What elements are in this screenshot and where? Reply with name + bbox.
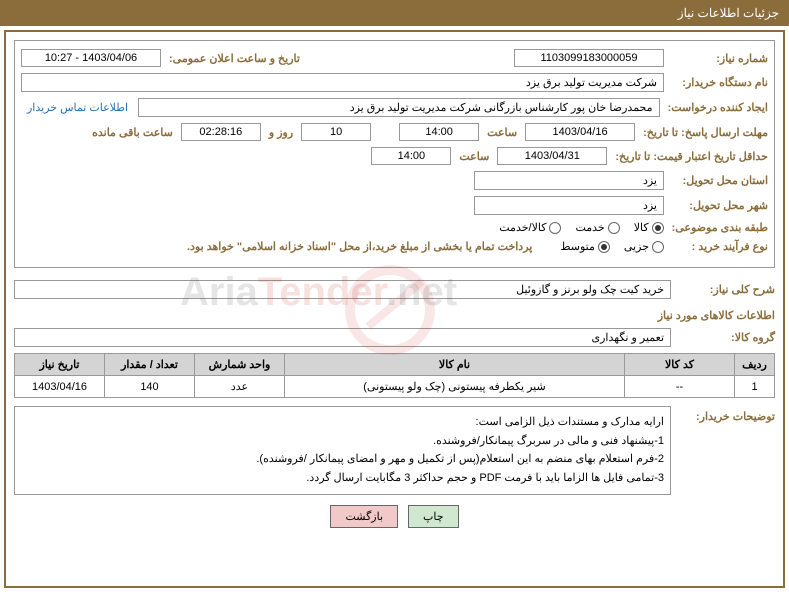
- items-section-heading: اطلاعات کالاهای مورد نیاز: [14, 309, 775, 322]
- td-date: 1403/04/16: [15, 376, 105, 398]
- remaining-time: 02:28:16: [181, 123, 261, 141]
- row-delivery-city: شهر محل تحویل: یزد: [21, 196, 768, 215]
- buyer-notes-label: توضیحات خریدار:: [675, 406, 775, 423]
- category-label: طبقه بندی موضوعی:: [668, 221, 768, 234]
- row-summary: شرح کلی نیاز: خرید کیت چک ولو برنز و گاز…: [14, 280, 775, 299]
- td-unit: عدد: [195, 376, 285, 398]
- row-purchase-type: نوع فرآیند خرید : جزیی متوسط پرداخت تمام…: [21, 240, 768, 253]
- category-radio-group: کالا خدمت کالا/خدمت: [499, 221, 663, 234]
- table-header-row: ردیف کد کالا نام کالا واحد شمارش تعداد /…: [15, 354, 775, 376]
- deadline-reply-label: مهلت ارسال پاسخ: تا تاریخ:: [639, 126, 768, 139]
- requester-label: ایجاد کننده درخواست:: [664, 101, 768, 114]
- row-item-group: گروه کالا: تعمیر و نگهداری: [14, 328, 775, 347]
- radio-partial[interactable]: جزیی: [624, 240, 664, 253]
- deadline-reply-time: 14:00: [399, 123, 479, 141]
- page-header: جزئیات اطلاعات نیاز: [0, 0, 789, 26]
- payment-note: پرداخت تمام یا بخشی از مبلغ خرید،از محل …: [187, 240, 532, 253]
- form-frame: شماره نیاز: 1103099183000059 تاریخ و ساع…: [14, 40, 775, 268]
- header-title: جزئیات اطلاعات نیاز: [678, 6, 779, 20]
- note-line: ارایه مدارک و مستندات ذیل الزامی است:: [21, 413, 664, 432]
- radio-service[interactable]: خدمت: [575, 221, 619, 234]
- purchase-radio-group: جزیی متوسط: [560, 240, 664, 253]
- delivery-province-label: استان محل تحویل:: [668, 174, 768, 187]
- price-validity-time: 14:00: [371, 147, 451, 165]
- row-delivery-province: استان محل تحویل: یزد: [21, 171, 768, 190]
- buyer-org-value: شرکت مدیریت تولید برق یزد: [21, 73, 664, 92]
- td-row: 1: [735, 376, 775, 398]
- th-name: نام کالا: [285, 354, 625, 376]
- delivery-province-value: یزد: [474, 171, 664, 190]
- row-requester: ایجاد کننده درخواست: محمدرضا خان پور کار…: [21, 98, 768, 117]
- row-need-number: شماره نیاز: 1103099183000059 تاریخ و ساع…: [21, 49, 768, 67]
- delivery-city-value: یزد: [474, 196, 664, 215]
- day-and-label: روز و: [265, 126, 297, 139]
- th-unit: واحد شمارش: [195, 354, 285, 376]
- purchase-type-label: نوع فرآیند خرید :: [668, 240, 768, 253]
- item-group-value: تعمیر و نگهداری: [14, 328, 671, 347]
- th-date: تاریخ نیاز: [15, 354, 105, 376]
- item-group-label: گروه کالا:: [675, 331, 775, 344]
- button-row: چاپ بازگشت: [14, 505, 775, 528]
- delivery-city-label: شهر محل تحویل:: [668, 199, 768, 212]
- td-code: --: [625, 376, 735, 398]
- row-price-validity: حداقل تاریخ اعتبار قیمت: تا تاریخ: 1403/…: [21, 147, 768, 165]
- outer-frame: شماره نیاز: 1103099183000059 تاریخ و ساع…: [4, 30, 785, 588]
- buyer-contact-link[interactable]: اطلاعات تماس خریدار: [21, 101, 134, 114]
- table-row: 1 -- شیر یکطرفه پیستونی (چک ولو پیستونی)…: [15, 376, 775, 398]
- radio-dot-icon: [652, 222, 664, 234]
- deadline-reply-date: 1403/04/16: [525, 123, 635, 141]
- radio-dot-icon: [598, 241, 610, 253]
- time-label-2: ساعت: [455, 150, 493, 163]
- note-line: 2-فرم استعلام بهای منضم به این استعلام(پ…: [21, 450, 664, 469]
- row-buyer-notes: توضیحات خریدار: ارایه مدارک و مستندات ذی…: [14, 406, 775, 495]
- need-number-label: شماره نیاز:: [668, 52, 768, 65]
- row-reply-deadline: مهلت ارسال پاسخ: تا تاریخ: 1403/04/16 سا…: [21, 123, 768, 141]
- radio-dot-icon: [549, 222, 561, 234]
- radio-goods[interactable]: کالا: [634, 221, 664, 234]
- td-qty: 140: [105, 376, 195, 398]
- th-row: ردیف: [735, 354, 775, 376]
- price-validity-label: حداقل تاریخ اعتبار قیمت: تا تاریخ:: [611, 150, 768, 163]
- row-category: طبقه بندی موضوعی: کالا خدمت کالا/خدمت: [21, 221, 768, 234]
- td-name: شیر یکطرفه پیستونی (چک ولو پیستونی): [285, 376, 625, 398]
- th-qty: تعداد / مقدار: [105, 354, 195, 376]
- radio-dot-icon: [652, 241, 664, 253]
- radio-medium[interactable]: متوسط: [560, 240, 610, 253]
- need-number-value: 1103099183000059: [514, 49, 664, 67]
- radio-dot-icon: [608, 222, 620, 234]
- th-code: کد کالا: [625, 354, 735, 376]
- remaining-days: 10: [301, 123, 371, 141]
- requester-value: محمدرضا خان پور کارشناس بازرگانی شرکت مد…: [138, 98, 660, 117]
- back-button[interactable]: بازگشت: [330, 505, 398, 528]
- buyer-org-label: نام دستگاه خریدار:: [668, 76, 768, 89]
- summary-value: خرید کیت چک ولو برنز و گازوئیل: [14, 280, 671, 299]
- time-label-1: ساعت: [483, 126, 521, 139]
- note-line: 3-تمامی فایل ها الزاما باید با فرمت PDF …: [21, 469, 664, 488]
- summary-label: شرح کلی نیاز:: [675, 283, 775, 296]
- print-button[interactable]: چاپ: [408, 505, 459, 528]
- buyer-notes-box: ارایه مدارک و مستندات ذیل الزامی است: 1-…: [14, 406, 671, 495]
- announce-date-value: 1403/04/06 - 10:27: [21, 49, 161, 67]
- items-table: ردیف کد کالا نام کالا واحد شمارش تعداد /…: [14, 353, 775, 398]
- note-line: 1-پیشنهاد فنی و مالی در سربرگ پیمانکار/ف…: [21, 432, 664, 451]
- remaining-label: ساعت باقی مانده: [88, 126, 177, 139]
- announce-date-label: تاریخ و ساعت اعلان عمومی:: [165, 52, 304, 65]
- radio-goods-service[interactable]: کالا/خدمت: [499, 221, 561, 234]
- price-validity-date: 1403/04/31: [497, 147, 607, 165]
- row-buyer-org: نام دستگاه خریدار: شرکت مدیریت تولید برق…: [21, 73, 768, 92]
